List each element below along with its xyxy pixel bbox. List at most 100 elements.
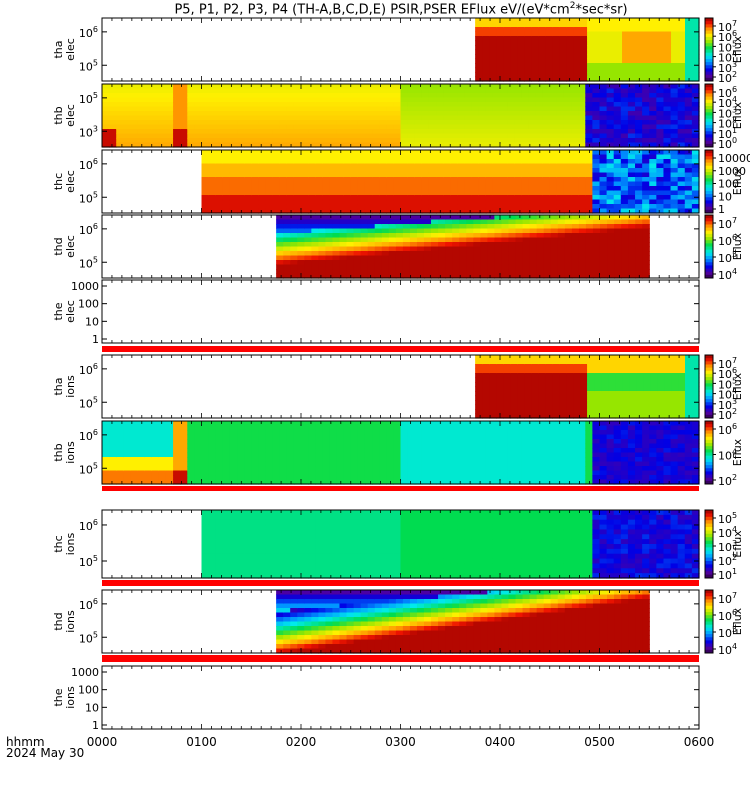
spectrogram-cell — [578, 237, 587, 243]
spectrogram-cell — [165, 88, 174, 94]
spectrogram-cell — [557, 260, 566, 266]
spectrogram-cell — [393, 208, 402, 214]
spectrogram-cell — [208, 199, 217, 205]
spectrogram-cell — [538, 413, 546, 419]
spectrogram-cell — [229, 204, 238, 210]
spectrogram-cell — [671, 359, 679, 365]
spectrogram-cell — [636, 18, 644, 24]
spectrogram-cell — [571, 150, 579, 156]
spectrogram-cell — [215, 124, 224, 130]
spectrogram-cell — [421, 88, 430, 94]
spectrogram-cell — [566, 67, 574, 73]
spectrogram-cell — [482, 359, 490, 365]
spectrogram-cell — [692, 368, 700, 374]
spectrogram-cell — [620, 199, 629, 205]
spectrogram-cell — [311, 273, 319, 279]
spectrogram-cell — [628, 273, 636, 279]
spectrogram-cell — [549, 115, 558, 121]
spectrogram-cell — [585, 133, 593, 139]
spectrogram-cell — [286, 177, 295, 183]
spectrogram-cell — [222, 204, 231, 210]
spectrogram-cell — [571, 84, 579, 90]
spectrogram-cell — [201, 181, 210, 187]
spectrogram-cell — [374, 246, 383, 252]
spectrogram-cell — [559, 391, 567, 397]
spectrogram-cell — [692, 22, 700, 28]
spectrogram-cell — [678, 67, 686, 73]
spectrogram-cell — [187, 466, 195, 472]
spectrogram-cell — [542, 102, 551, 108]
spectrogram-cell — [144, 129, 153, 135]
spectrogram-cell — [608, 364, 616, 370]
spectrogram-cell — [272, 142, 281, 148]
spectrogram-cell — [621, 224, 629, 230]
colorbar-label: Eflux — [731, 167, 744, 195]
spectrogram-cell — [629, 377, 637, 383]
spectrogram-cell — [528, 177, 537, 183]
spectrogram-cell — [671, 67, 679, 73]
spectrogram-cell — [671, 404, 679, 410]
spectrogram-cell — [670, 115, 679, 121]
spectrogram-cell — [144, 111, 153, 117]
spectrogram-cell — [381, 255, 390, 261]
spectrogram-cell — [549, 195, 558, 201]
colorbar-segment — [705, 265, 713, 270]
spectrogram-cell — [229, 159, 238, 165]
spectrogram-cell — [629, 63, 637, 69]
spectrogram-cell — [329, 106, 338, 112]
spectrogram-cell — [496, 22, 504, 28]
spectrogram-cell — [372, 138, 380, 144]
spectrogram-cell — [678, 377, 686, 383]
spectrogram-cell — [496, 31, 504, 37]
spectrogram-cell — [279, 102, 288, 108]
spectrogram-cell — [332, 255, 341, 261]
spectrogram-cell — [116, 93, 124, 99]
spectrogram-cell — [450, 199, 458, 205]
spectrogram-cell — [208, 479, 217, 485]
spectrogram-cell — [414, 102, 423, 108]
spectrogram-cell — [508, 224, 517, 230]
spectrogram-cell — [684, 102, 693, 108]
spectrogram-cell — [471, 181, 480, 187]
spectrogram-cell — [678, 355, 686, 361]
spectrogram-cell — [594, 368, 602, 374]
spectrogram-cell — [450, 168, 458, 174]
spectrogram-cell — [629, 31, 637, 37]
spectrogram-cell — [542, 168, 551, 174]
spectrogram-cell — [244, 208, 252, 214]
spectrogram-cell — [482, 54, 490, 60]
spectrogram-cell — [635, 93, 643, 99]
spectrogram-cell — [496, 404, 504, 410]
spectrogram-cell — [428, 129, 437, 135]
spectrogram-cell — [329, 172, 338, 178]
spectrogram-cell — [549, 186, 558, 192]
spectrogram-cell — [650, 76, 658, 82]
spectrogram-cell — [684, 190, 693, 196]
colorbar-segment — [705, 87, 713, 91]
spectrogram-cell — [308, 199, 316, 205]
spectrogram-cell — [556, 115, 565, 121]
colorbar-segment — [705, 134, 713, 139]
spectrogram-cell — [671, 355, 679, 361]
spectrogram-cell — [685, 359, 693, 365]
spectrogram-cell — [521, 150, 530, 156]
colorbar-segment — [705, 246, 713, 251]
spectrogram-cell — [109, 443, 117, 449]
spectrogram-cell — [443, 124, 451, 130]
spectrogram-cell — [642, 204, 650, 210]
spectrogram-cell — [400, 88, 409, 94]
spectrogram-cell — [550, 264, 559, 270]
spectrogram-cell — [592, 172, 601, 178]
spectrogram-cell — [332, 242, 341, 248]
spectrogram-cell — [635, 264, 643, 270]
spectrogram-cell — [109, 452, 117, 458]
y-tick-label: 100 — [78, 298, 99, 311]
spectrogram-cell — [587, 45, 595, 51]
spectrogram-cell — [545, 395, 553, 401]
spectrogram-cell — [379, 181, 387, 187]
spectrogram-cell — [545, 386, 553, 392]
spectrogram-cell — [279, 190, 288, 196]
spectrogram-cell — [315, 208, 323, 214]
spectrogram-cell — [400, 124, 409, 130]
spectrogram-cell — [372, 159, 380, 165]
